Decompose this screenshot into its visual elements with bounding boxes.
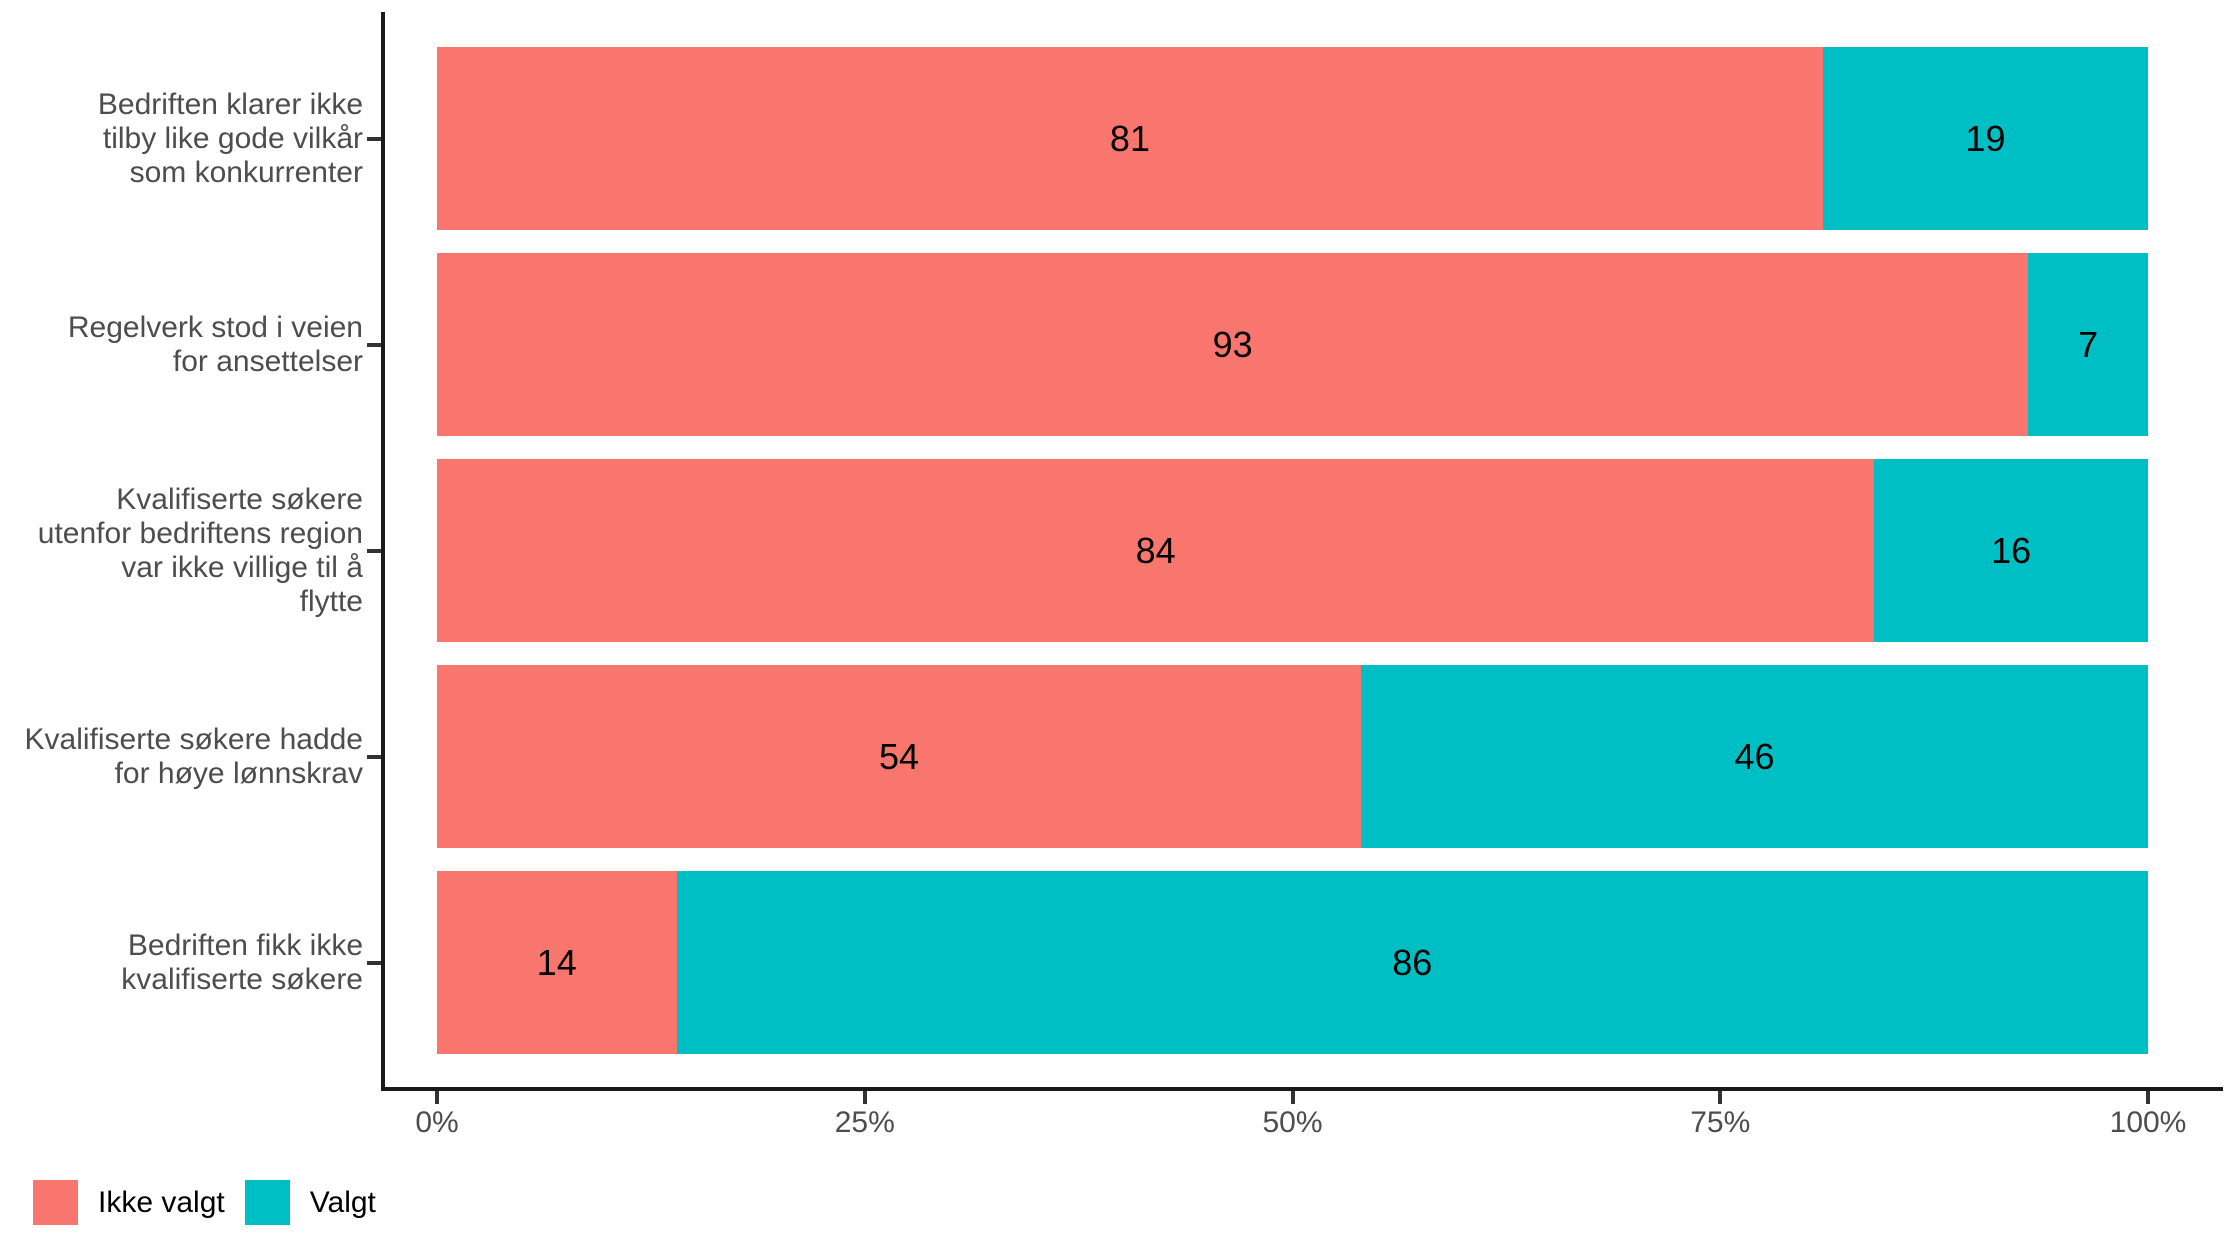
bar-value-label: 19 bbox=[1965, 117, 2006, 159]
x-axis-tick-label: 100% bbox=[2109, 1106, 2187, 1139]
y-axis-label-line: for høye lønnskrav bbox=[114, 756, 363, 790]
y-axis-label: Bedriften fikk ikke kvalifiserte søkere bbox=[0, 929, 363, 997]
bar-row: 93 7 bbox=[437, 253, 2148, 436]
y-axis-tick bbox=[367, 754, 381, 759]
y-axis-label: Kvalifiserte søkere hadde for høye lønnsk… bbox=[0, 722, 364, 791]
bar-value-label: 7 bbox=[2078, 323, 2099, 365]
y-axis-label-line: utenfor bedriftens region bbox=[37, 516, 363, 550]
bar-row: 14 86 bbox=[437, 871, 2148, 1054]
y-axis-label-line: Kvalifiserte søkere bbox=[116, 482, 363, 516]
y-axis-label-line: var ikke villige til å bbox=[121, 550, 363, 584]
bar-value-label: 84 bbox=[1135, 529, 1176, 571]
x-axis-line bbox=[381, 1087, 2223, 1091]
y-axis-label-line: kvalifiserte søkere bbox=[121, 962, 363, 996]
y-axis-tick bbox=[367, 342, 381, 347]
y-axis-label-line: Bedriften fikk ikke bbox=[127, 928, 363, 962]
bar-segment-ikke-valgt bbox=[437, 459, 1875, 642]
y-axis-tick bbox=[367, 548, 381, 553]
bar-value-label: 14 bbox=[536, 941, 577, 983]
x-axis-tick bbox=[435, 1091, 439, 1104]
bar-segment-valgt bbox=[1822, 47, 2148, 230]
y-axis-label-line: Bedriften klarer ikke bbox=[97, 87, 363, 121]
legend-label-ikke-valgt: Ikke valgt bbox=[98, 1185, 225, 1219]
y-axis-label-line: som konkurrenter bbox=[129, 155, 363, 189]
x-axis-tick-label: 25% bbox=[834, 1106, 895, 1139]
bar-value-label: 54 bbox=[878, 735, 919, 777]
legend-swatch-ikke-valgt bbox=[33, 1180, 78, 1225]
legend-label-valgt: Valgt bbox=[309, 1185, 376, 1219]
y-axis-label: Bedriften klarer ikke tilby like gode vil… bbox=[0, 88, 363, 190]
bar-value-label: 16 bbox=[1991, 529, 2032, 571]
bar-segment-ikke-valgt bbox=[437, 871, 677, 1054]
y-axis-label-line: Kvalifiserte søkere hadde bbox=[24, 722, 364, 756]
y-axis-tick bbox=[367, 136, 381, 141]
bar-segment-valgt bbox=[2028, 253, 2148, 436]
legend: Ikke valgt Valgt bbox=[33, 1180, 396, 1225]
y-axis-label: Regelverk stod i veien for ansettelser bbox=[0, 311, 363, 379]
bar-row: 84 16 bbox=[437, 459, 2148, 642]
y-axis-label-line: for ansettelser bbox=[172, 344, 363, 378]
y-axis-line bbox=[381, 12, 385, 1091]
bar-segment-ikke-valgt bbox=[437, 665, 1361, 848]
x-axis-tick-label: 50% bbox=[1262, 1106, 1323, 1139]
x-axis-tick-label: 0% bbox=[415, 1106, 459, 1139]
bar-segment-valgt bbox=[1874, 459, 2148, 642]
bar-segment-ikke-valgt bbox=[437, 253, 2029, 436]
x-axis-tick bbox=[2146, 1091, 2150, 1104]
y-axis-tick bbox=[367, 960, 381, 965]
bar-value-label: 46 bbox=[1734, 735, 1775, 777]
x-axis-tick-label: 75% bbox=[1690, 1106, 1751, 1139]
bar-value-label: 81 bbox=[1109, 117, 1150, 159]
legend-swatch-valgt bbox=[244, 1180, 290, 1225]
bar-segment-valgt bbox=[676, 871, 2148, 1054]
y-axis-label-line: Regelverk stod i veien bbox=[67, 310, 363, 344]
bar-segment-ikke-valgt bbox=[437, 47, 1823, 230]
bar-row: 81 19 bbox=[437, 47, 2148, 230]
x-axis-tick bbox=[1290, 1091, 1295, 1104]
x-axis-tick bbox=[862, 1091, 867, 1104]
x-axis-tick bbox=[1718, 1091, 1723, 1104]
bar-value-label: 93 bbox=[1212, 323, 1253, 365]
y-axis-label-line: tilby like gode vilkår bbox=[102, 121, 363, 155]
y-axis-label: Kvalifiserte søkere utenfor bedriftens re… bbox=[0, 483, 363, 619]
bar-row: 54 46 bbox=[437, 665, 2148, 848]
bar-value-label: 86 bbox=[1392, 941, 1433, 983]
bar-segment-valgt bbox=[1360, 665, 2148, 848]
y-axis-label-line: flytte bbox=[299, 584, 363, 618]
